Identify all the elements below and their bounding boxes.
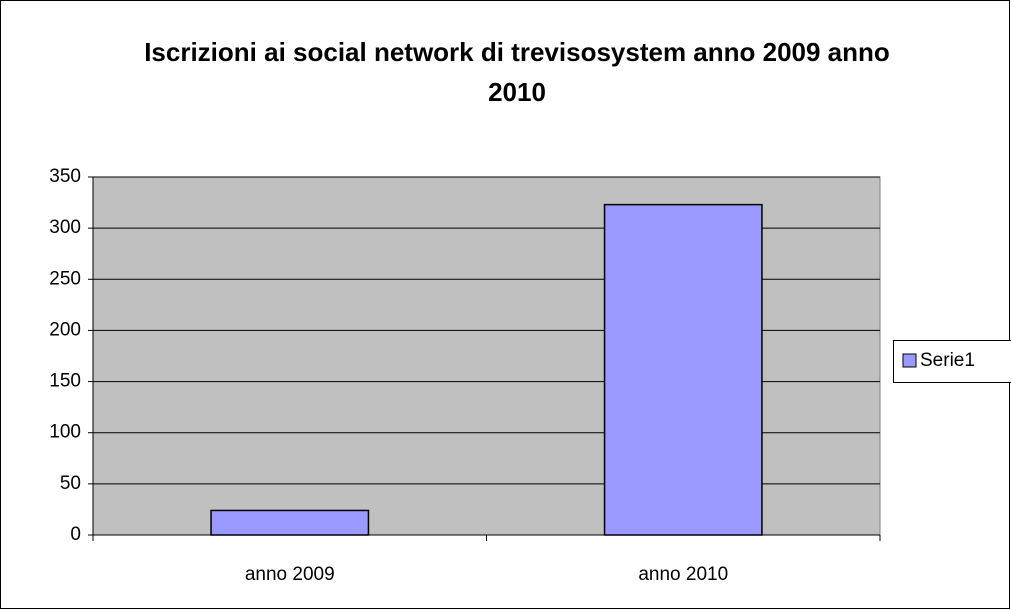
x-tick-label: anno 2010 [638, 564, 728, 585]
y-tick-label: 150 [49, 371, 81, 392]
chart-title: Iscrizioni ai social network di trevisos… [144, 37, 890, 107]
y-tick-label: 250 [49, 268, 81, 289]
y-tick-label: 350 [49, 166, 81, 187]
x-tick-label: anno 2009 [245, 564, 335, 585]
bar [603, 203, 763, 536]
y-tick-label: 0 [70, 524, 81, 545]
legend-label: Serie1 [920, 350, 975, 371]
legend-swatch [902, 353, 917, 368]
y-tick-label: 200 [49, 319, 81, 340]
y-tick-label: 100 [49, 422, 81, 443]
y-tick-label: 300 [49, 217, 81, 238]
bar [210, 509, 370, 536]
y-tick-label: 50 [60, 473, 81, 494]
